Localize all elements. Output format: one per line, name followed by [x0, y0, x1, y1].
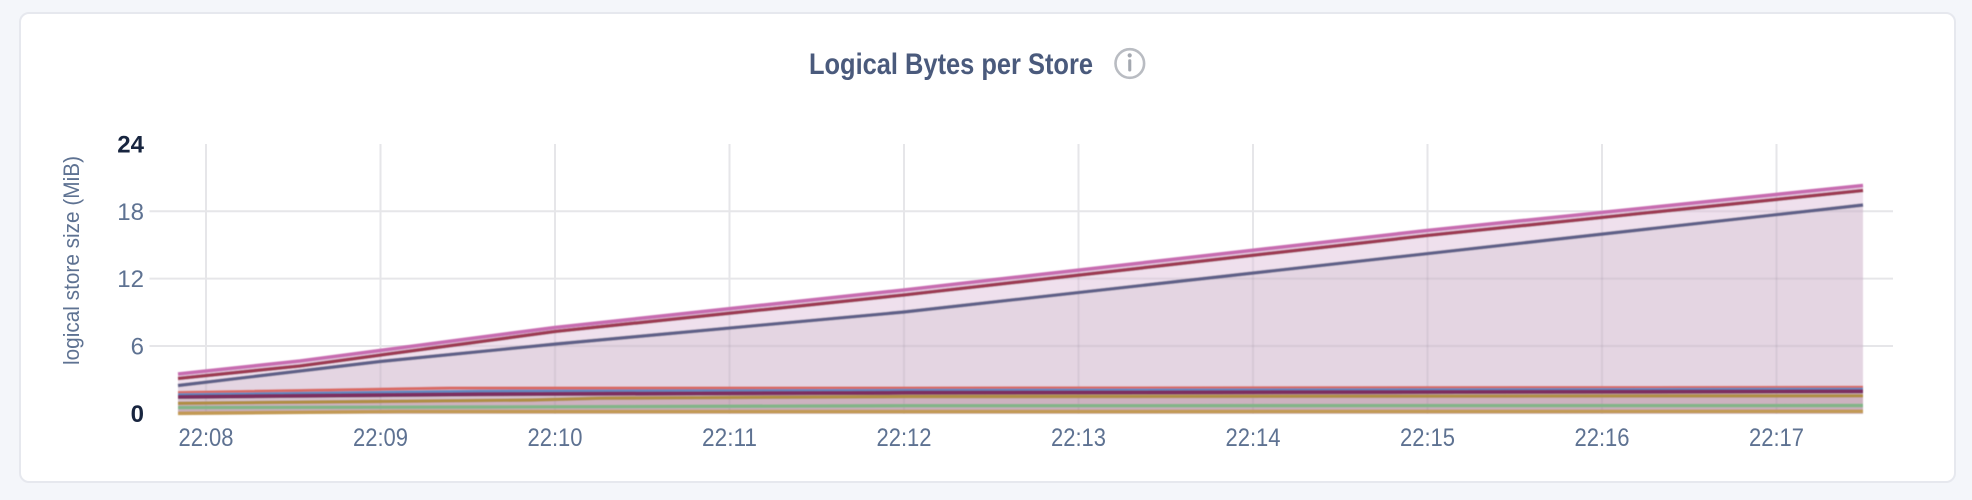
- svg-text:22:09: 22:09: [353, 424, 408, 452]
- svg-text:22:08: 22:08: [179, 424, 234, 452]
- svg-text:logical store size (MiB): logical store size (MiB): [59, 156, 84, 365]
- svg-text:22:13: 22:13: [1051, 424, 1106, 452]
- svg-text:22:10: 22:10: [528, 424, 583, 452]
- svg-text:Logical Bytes per Store: Logical Bytes per Store: [809, 48, 1093, 81]
- svg-text:22:14: 22:14: [1226, 424, 1281, 452]
- svg-text:18: 18: [117, 199, 144, 226]
- svg-text:22:17: 22:17: [1749, 424, 1804, 452]
- svg-text:6: 6: [131, 334, 144, 361]
- svg-text:22:11: 22:11: [702, 424, 757, 452]
- svg-text:0: 0: [131, 401, 144, 428]
- svg-text:22:12: 22:12: [877, 424, 932, 452]
- svg-text:12: 12: [117, 266, 144, 293]
- svg-text:24: 24: [117, 131, 144, 158]
- svg-text:22:16: 22:16: [1575, 424, 1630, 452]
- svg-text:22:15: 22:15: [1400, 424, 1455, 452]
